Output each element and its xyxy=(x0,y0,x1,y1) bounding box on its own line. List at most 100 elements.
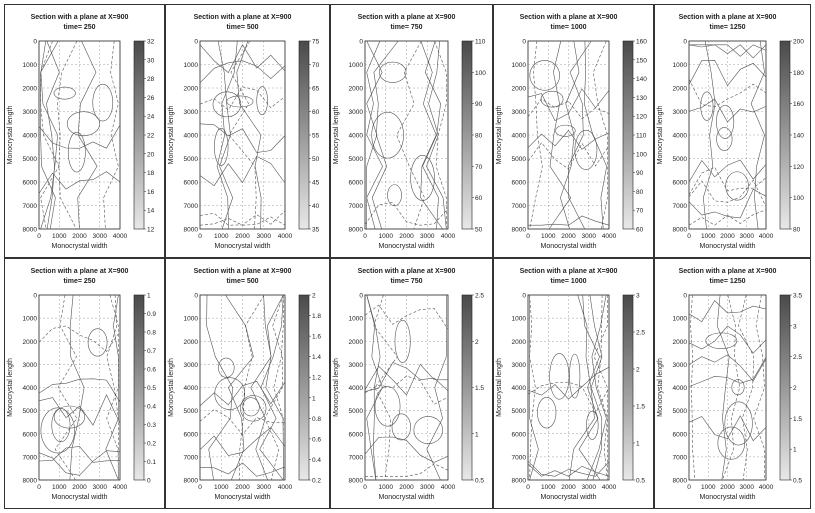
colorbar-tick-label: 150 xyxy=(636,57,647,64)
contour-line xyxy=(529,294,536,481)
y-tick-label: 5000 xyxy=(184,408,199,415)
y-tick-label: 2000 xyxy=(512,339,527,346)
chart-title: Section with a plane at X=900 xyxy=(194,268,292,275)
x-tick-label: 3000 xyxy=(257,484,272,491)
contour-line xyxy=(688,44,767,57)
x-axis-label: Monocrystal width xyxy=(540,494,596,501)
contour-line xyxy=(199,216,286,226)
contour-loop xyxy=(413,416,443,444)
y-tick-label: 2000 xyxy=(349,86,364,93)
contour-line xyxy=(38,378,121,403)
contour-line xyxy=(199,427,286,456)
colorbar-tick-label: 50 xyxy=(312,156,320,163)
contour-loop xyxy=(67,131,86,173)
y-tick-label: 3000 xyxy=(23,109,38,116)
contour-line xyxy=(688,354,767,382)
y-tick-label: 0 xyxy=(194,293,198,300)
contour-line xyxy=(199,44,286,74)
y-tick-label: 4000 xyxy=(184,133,199,140)
contour-loop xyxy=(540,90,564,108)
chart-subtitle: time= 750 xyxy=(390,278,422,285)
y-tick-label: 0 xyxy=(683,39,687,46)
contour-loop xyxy=(716,127,733,151)
contour-line xyxy=(236,40,262,230)
y-tick-label: 0 xyxy=(522,293,526,300)
colorbar-tick-label: 0 xyxy=(147,478,151,485)
x-tick-label: 4000 xyxy=(278,484,293,491)
y-tick-label: 6000 xyxy=(673,180,688,187)
y-tick-label: 6000 xyxy=(23,180,38,187)
chart-subtitle: time= 1000 xyxy=(551,278,587,285)
contour-line xyxy=(40,40,60,230)
contour-lines xyxy=(688,40,767,230)
x-tick-label: 3000 xyxy=(740,484,755,491)
x-tick-label: 0 xyxy=(526,233,530,240)
y-tick-label: 1000 xyxy=(349,316,364,323)
x-axis-label: Monocrystal width xyxy=(51,494,107,501)
y-axis-label: Monocrystal length xyxy=(657,106,664,165)
y-tick-label: 7000 xyxy=(673,203,688,210)
x-tick-label: 3000 xyxy=(93,484,108,491)
contour-line xyxy=(426,40,447,230)
x-tick-label: 2000 xyxy=(720,233,735,240)
colorbar-tick-label: 0.5 xyxy=(147,385,156,392)
x-tick-label: 1000 xyxy=(379,484,394,491)
contour-line xyxy=(688,325,767,354)
contour-line xyxy=(527,366,610,400)
contour-line xyxy=(529,295,539,481)
contour-line xyxy=(216,40,238,230)
contour-line xyxy=(716,294,730,481)
contour-loop xyxy=(731,379,745,396)
contour-chart: Section with a plane at X=900 time= 250 0 1… xyxy=(7,14,155,250)
contour-line xyxy=(259,294,284,481)
y-tick-label: 3000 xyxy=(673,362,688,369)
colorbar xyxy=(622,40,634,230)
y-tick-label: 1000 xyxy=(23,316,38,323)
contour-line xyxy=(364,436,449,463)
colorbar-tick-label: 0.3 xyxy=(147,422,156,429)
x-axis-label: Monocrystal width xyxy=(214,243,270,250)
x-tick-label: 4000 xyxy=(602,484,617,491)
contour-loop xyxy=(218,357,235,378)
contour-loop xyxy=(87,328,108,357)
contour-line xyxy=(364,363,449,396)
colorbar-tick-label: 110 xyxy=(636,133,647,140)
contour-chart: Section with a plane at X=900 time= 500 0 1… xyxy=(168,268,321,501)
y-tick-label: 3000 xyxy=(673,109,688,116)
y-tick-label: 7000 xyxy=(184,454,199,461)
colorbar-tick-label: 1 xyxy=(636,441,640,448)
contour-loop xyxy=(374,386,401,427)
contour-loop xyxy=(92,83,114,122)
y-tick-label: 2000 xyxy=(512,86,527,93)
colorbar-tick-label: 2 xyxy=(793,385,797,392)
y-tick-label: 3000 xyxy=(349,109,364,116)
contour-line xyxy=(529,40,543,230)
x-tick-label: 4000 xyxy=(759,484,774,491)
contour-line xyxy=(589,294,603,481)
y-tick-label: 8000 xyxy=(673,227,688,234)
y-tick-label: 4000 xyxy=(349,133,364,140)
y-tick-label: 6000 xyxy=(349,180,364,187)
y-tick-label: 4000 xyxy=(512,133,527,140)
contour-loop xyxy=(66,111,101,137)
colorbar-tick-label: 16 xyxy=(147,189,155,196)
y-tick-label: 2000 xyxy=(23,86,38,93)
x-tick-label: 3000 xyxy=(420,233,435,240)
y-tick-label: 6000 xyxy=(512,180,527,187)
contour-loop xyxy=(529,60,560,91)
contour-line xyxy=(106,294,119,481)
colorbar-tick-label: 3 xyxy=(793,323,797,330)
contour-line xyxy=(38,325,121,352)
contour-line xyxy=(688,209,767,226)
colorbar-tick-label: 100 xyxy=(475,70,486,77)
contour-line xyxy=(750,40,765,230)
y-tick-label: 3000 xyxy=(184,362,199,369)
contour-line xyxy=(103,40,119,230)
colorbar-tick-label: 1 xyxy=(147,293,151,300)
contour-line xyxy=(106,294,119,480)
y-tick-label: 1000 xyxy=(349,62,364,69)
x-tick-label: 1000 xyxy=(701,484,716,491)
colorbar-tick-label: 90 xyxy=(475,101,483,108)
colorbar-tick-label: 70 xyxy=(636,208,644,215)
y-tick-label: 4000 xyxy=(512,385,527,392)
